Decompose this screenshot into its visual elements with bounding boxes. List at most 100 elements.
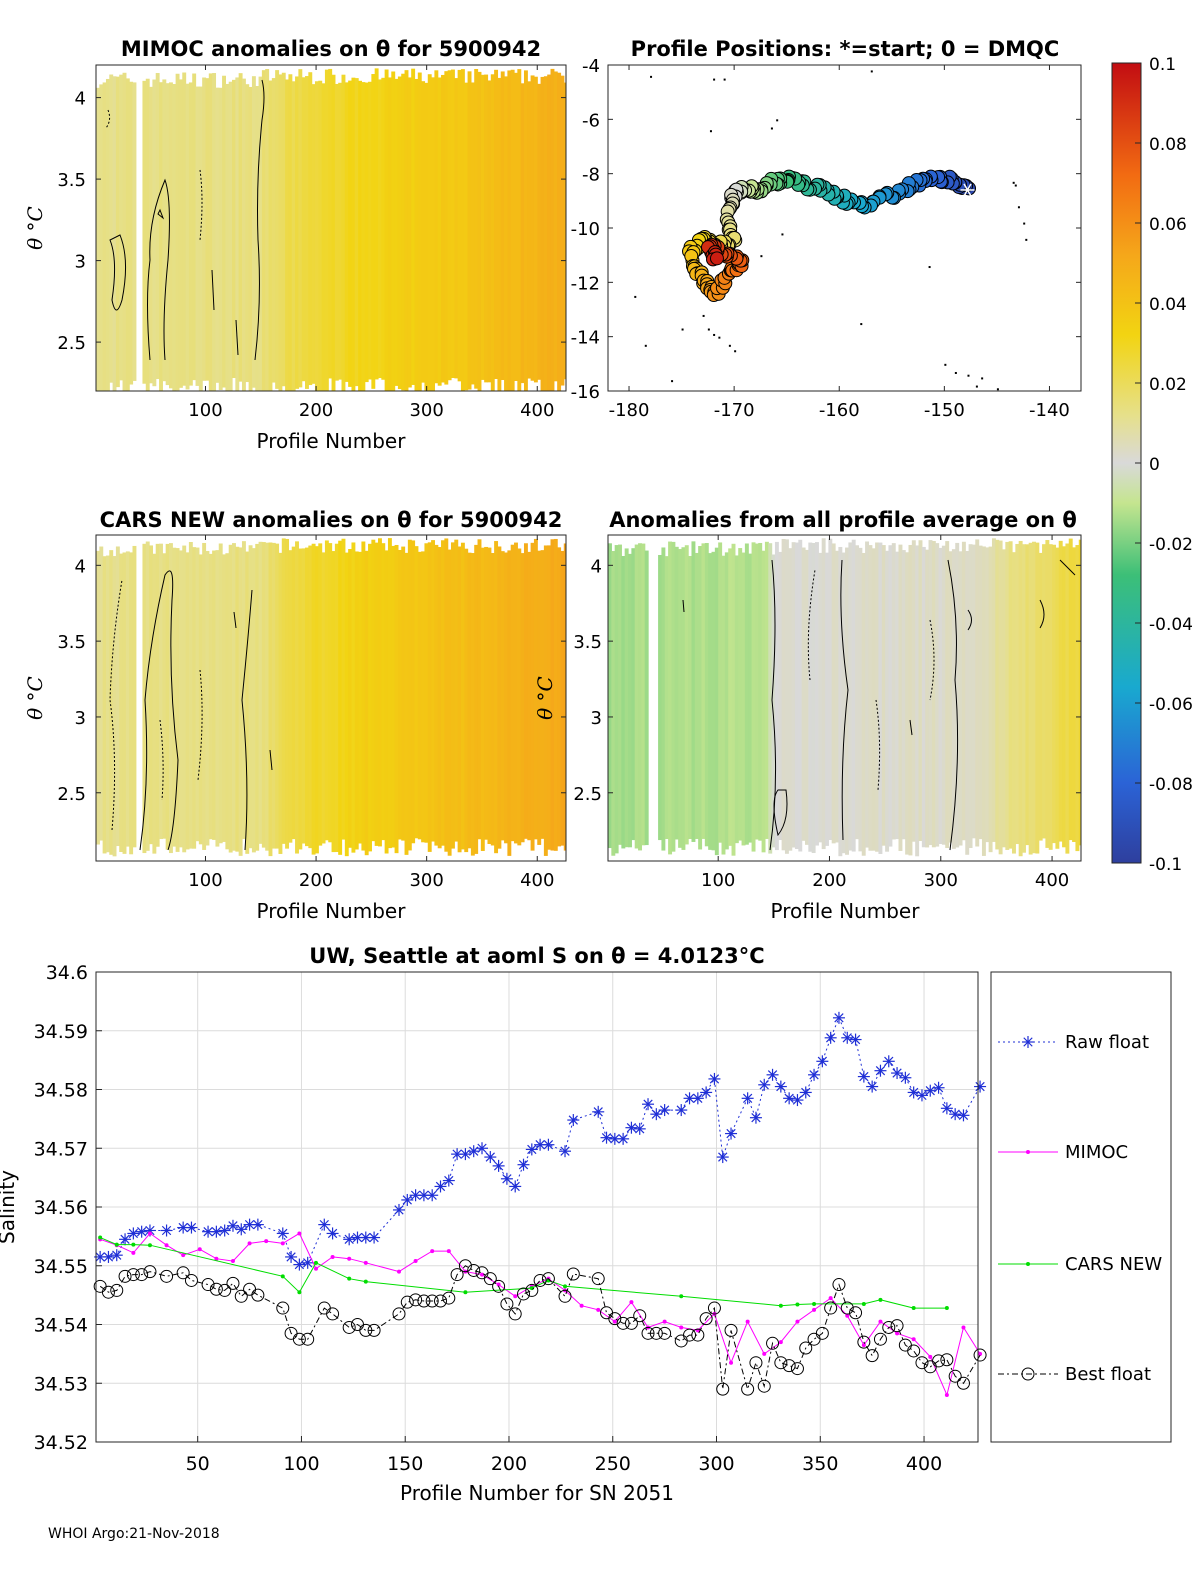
- heatmap-cell: [457, 546, 462, 853]
- heatmap-cell: [208, 73, 213, 391]
- heatmap-cell: [995, 539, 1000, 850]
- heatmap-cell: [251, 548, 256, 853]
- heatmap-cell: [724, 552, 729, 850]
- salinity-timeseries-panel: UW, Seattle at aoml S on θ = 4.0123°C 50…: [0, 944, 1172, 1505]
- raw-float-point: [477, 1143, 487, 1153]
- raw-float-point: [402, 1195, 412, 1205]
- mimoc-point: [812, 1307, 817, 1312]
- heatmap-cell: [708, 553, 713, 850]
- heatmap-cell: [507, 550, 512, 856]
- heatmap-cell: [401, 546, 406, 841]
- average-ylabel: θ °C: [533, 676, 557, 720]
- heatmap-cell: [278, 74, 283, 391]
- mimoc-point: [845, 1313, 850, 1318]
- heatmap-cell: [748, 553, 753, 843]
- raw-float-point: [352, 1232, 363, 1243]
- heatmap-cell: [1068, 538, 1073, 841]
- heatmap-cell: [417, 72, 422, 391]
- heatmap-cell: [314, 81, 319, 391]
- cars-contour: [139, 570, 179, 851]
- raw-float-point: [518, 1160, 529, 1170]
- raw-float-point: [867, 1081, 877, 1092]
- heatmap-cell: [560, 550, 565, 846]
- heatmap-cell: [178, 550, 183, 848]
- average-contour: [967, 609, 972, 631]
- mimoc-point: [729, 1360, 734, 1365]
- heatmap-cell: [235, 77, 240, 391]
- heatmap-cell: [232, 79, 236, 379]
- heatmap-cell: [804, 549, 809, 845]
- heatmap-cell: [1032, 541, 1036, 854]
- heatmap-cell: [454, 539, 459, 842]
- heatmap-cell: [407, 539, 412, 851]
- heatmap-cell: [761, 550, 766, 853]
- heatmap-cell: [338, 540, 343, 855]
- heatmap-cell: [895, 551, 900, 840]
- heatmap-cell: [828, 538, 833, 841]
- heatmap-cell: [175, 548, 180, 852]
- heatmap-cell: [988, 546, 993, 853]
- heatmap-cell: [444, 538, 449, 852]
- heatmap-cell: [618, 544, 622, 845]
- best-float-point: [683, 1328, 697, 1342]
- heatmap-cell: [698, 546, 703, 850]
- best-float-point: [624, 1316, 638, 1330]
- cars-new-point: [147, 1243, 152, 1248]
- best-float-point: [616, 1316, 630, 1330]
- heatmap-cell: [658, 554, 663, 841]
- raw-float-point: [278, 1228, 288, 1239]
- best-float-point: [832, 1278, 846, 1292]
- mimoc-contour: [211, 269, 215, 311]
- heatmap-cell: [540, 76, 545, 391]
- raw-float-point: [244, 1219, 255, 1230]
- x-tick-label: -180: [609, 400, 650, 421]
- heatmap-cell: [182, 545, 187, 853]
- raw-float-point: [933, 1083, 944, 1093]
- heatmap-cell: [378, 79, 382, 379]
- heatmap-cell: [205, 78, 210, 381]
- heatmap-cell: [530, 75, 535, 381]
- y-tick-label: 3.5: [573, 632, 602, 653]
- heatmap-cell: [474, 68, 479, 389]
- best-float-point: [483, 1272, 497, 1286]
- mimoc-point: [612, 1319, 617, 1324]
- raw-float-point: [444, 1175, 454, 1186]
- heatmap-cell: [421, 81, 426, 383]
- heatmap-cell: [533, 76, 538, 383]
- raw-float-point: [568, 1115, 578, 1125]
- raw-float-point: [842, 1033, 852, 1043]
- raw-float-point: [659, 1105, 670, 1115]
- heatmap-cell: [291, 546, 296, 840]
- colorbar-tick-label: 0: [1149, 455, 1160, 475]
- heatmap-cell: [935, 543, 940, 847]
- heatmap-cell: [611, 551, 616, 856]
- heatmap-cell: [543, 76, 548, 391]
- heatmap-cell: [434, 544, 439, 846]
- heatmap-cell: [228, 81, 233, 391]
- heatmap-cell: [441, 74, 445, 383]
- heatmap-cell: [361, 82, 366, 391]
- mimoc-point: [264, 1239, 269, 1244]
- heatmap-cell: [341, 74, 346, 391]
- heatmap-cell: [288, 550, 293, 843]
- heatmap-cell: [212, 550, 217, 840]
- best-float-point: [517, 1287, 531, 1301]
- heatmap-cell: [477, 539, 482, 840]
- heatmap-cell: [878, 542, 883, 854]
- heatmap-cell: [132, 545, 137, 848]
- raw-float-point: [510, 1181, 520, 1192]
- heatmap-cell: [185, 552, 190, 850]
- best-float-point: [956, 1376, 970, 1390]
- best-float-point: [450, 1268, 464, 1282]
- best-float-point: [276, 1301, 290, 1315]
- heatmap-cell: [165, 543, 170, 850]
- heatmap-cell: [447, 70, 452, 381]
- heatmap-cell: [122, 72, 127, 391]
- mimoc-point: [795, 1319, 800, 1324]
- heatmap-cell: [1001, 549, 1006, 848]
- heatmap-cell: [258, 76, 263, 391]
- heatmap-cell: [331, 74, 336, 391]
- cars-new-point: [280, 1274, 285, 1279]
- colorbar-tick-label: 0.08: [1149, 135, 1187, 155]
- raw-float-point: [369, 1232, 379, 1243]
